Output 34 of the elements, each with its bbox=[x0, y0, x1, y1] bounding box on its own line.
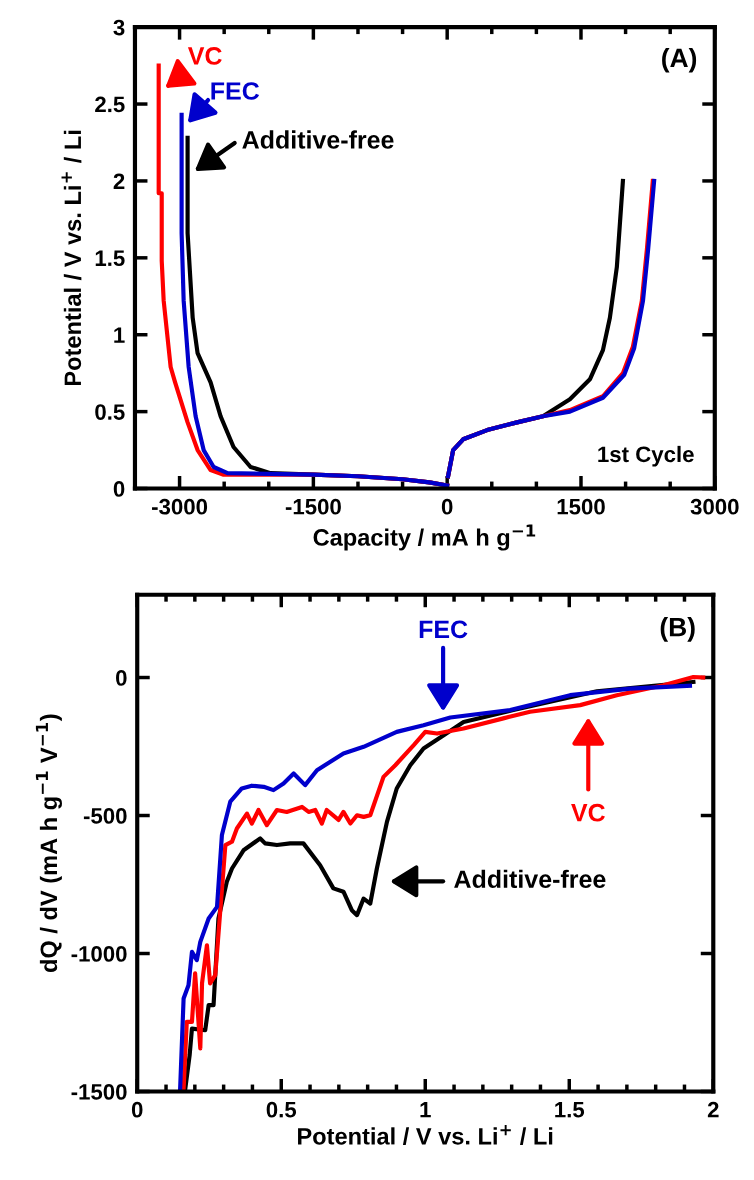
x-tick-label: 3000 bbox=[690, 498, 739, 515]
y-tick-label: 1 bbox=[114, 327, 125, 343]
annotation: FEC bbox=[211, 82, 260, 100]
x-tick-label: 0.5 bbox=[266, 1101, 297, 1118]
y-tick-label: 2 bbox=[113, 173, 125, 189]
annotation: Additive-free bbox=[242, 130, 394, 149]
x-axis-title: Capacity / mA h g$^{−1}$ bbox=[313, 524, 536, 551]
y-tick-label: 0.5 bbox=[95, 404, 125, 420]
x-tick-label: 0 bbox=[441, 498, 453, 515]
y-tick-label: 1.5 bbox=[95, 250, 125, 267]
y-tick-label: 2.5 bbox=[95, 96, 125, 113]
y-axis-title: dQ / dV (mA h g$^{−1}$ V$^{−1}$) bbox=[35, 714, 62, 972]
x-tick-label: 1.5 bbox=[555, 1102, 585, 1118]
x-tick-label: 1500 bbox=[557, 498, 605, 515]
annotation: Additive-free bbox=[454, 869, 606, 889]
y-tick-label: 0 bbox=[113, 481, 125, 497]
annotation: VC bbox=[187, 47, 222, 65]
x-tick-label: -3000 bbox=[152, 498, 208, 515]
y-tick-label: -1000 bbox=[71, 946, 127, 962]
annotation: (A) bbox=[662, 47, 697, 73]
x-tick-label: 1 bbox=[420, 1102, 431, 1118]
annotation: 1st Cycle bbox=[598, 445, 694, 467]
y-tick-label: -1500 bbox=[71, 1084, 127, 1100]
annotation: VC bbox=[571, 803, 605, 822]
y-axis-title: Potential / V vs. Li$^{+}$ / Li bbox=[61, 130, 82, 386]
y-tick-label: 3 bbox=[113, 19, 125, 36]
x-axis-title: Potential / V vs. Li$^{+}$ / Li bbox=[298, 1125, 553, 1145]
annotation: (B) bbox=[660, 617, 695, 642]
annotation: FEC bbox=[419, 620, 468, 639]
x-tick-label: -1500 bbox=[285, 498, 341, 515]
y-tick-label: -500 bbox=[83, 808, 127, 824]
y-tick-label: 0 bbox=[116, 670, 127, 686]
x-tick-label: 2 bbox=[707, 1101, 719, 1118]
x-tick-label: 0 bbox=[131, 1101, 143, 1118]
